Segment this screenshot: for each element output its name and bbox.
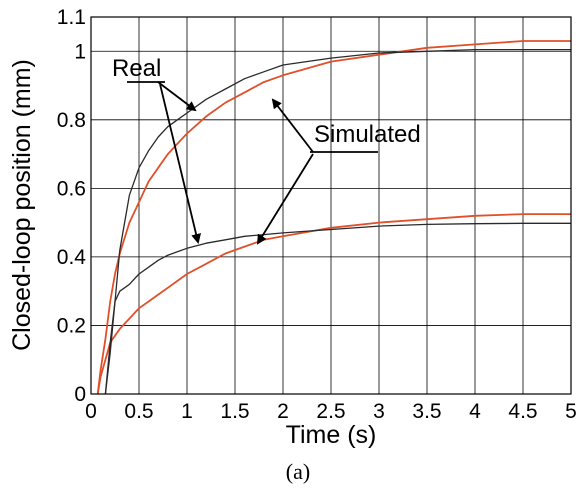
- plot-frame: [90, 16, 572, 395]
- x-tick-label: 4.5: [508, 400, 537, 423]
- annotations: Real Simulated: [112, 55, 421, 245]
- simulated-arrow-upper: [271, 98, 314, 153]
- real-arrow-lower: [159, 83, 201, 244]
- y-tick-label: 0.6: [57, 177, 86, 200]
- x-tick-label: 0.5: [124, 400, 153, 423]
- tick-labels: 0 0.5 1 1.5 2 2.5 3 3.5 4 4.5 5 0 0.2 0.4 0.6 0.8 1 1.1: [57, 6, 577, 423]
- x-tick-label: 2.5: [316, 400, 345, 423]
- simulated-response-line-1: [96, 40, 571, 395]
- real-arrow-upper: [157, 81, 197, 112]
- x-tick-label: 1: [181, 400, 193, 423]
- x-tick-label: 1.5: [220, 400, 249, 423]
- x-tick-label: 2: [277, 400, 289, 423]
- x-tick-label: 0: [85, 400, 97, 423]
- y-tick-label: 0.8: [57, 109, 86, 132]
- annotation-real: Real: [112, 55, 161, 82]
- grid: [91, 17, 571, 394]
- annotation-simulated: Simulated: [314, 121, 421, 148]
- x-tick-label: 3.5: [412, 400, 441, 423]
- y-axis-label: Closed-loop position (mm): [8, 59, 36, 351]
- x-tick-label: 5: [565, 400, 577, 423]
- y-tick-label: 1: [74, 40, 86, 63]
- simulated-response-line-0_5: [96, 213, 571, 395]
- real-response-line-1: [104, 48, 571, 395]
- y-tick-label: 0.4: [57, 246, 87, 269]
- simulated-arrow-lower: [256, 153, 314, 245]
- y-tick-label: 1.1: [57, 6, 86, 29]
- x-tick-label: 3: [373, 400, 385, 423]
- y-tick-label: 0.2: [57, 314, 86, 337]
- figure-caption: (a): [286, 459, 310, 484]
- real-response-line-0_5: [104, 222, 571, 395]
- x-tick-label: 4: [469, 400, 481, 423]
- x-axis-label: Time (s): [286, 421, 377, 449]
- series-layer: [96, 40, 571, 395]
- y-tick-label: 0: [74, 383, 86, 406]
